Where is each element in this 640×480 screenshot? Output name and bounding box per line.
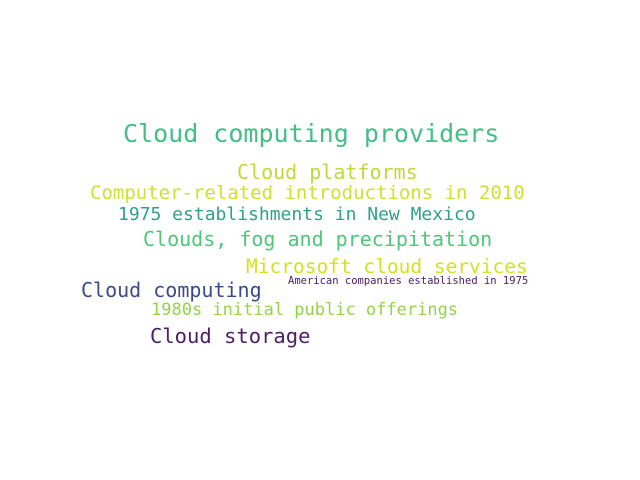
word-cloud-storage: Cloud storage: [150, 324, 311, 348]
word-american-companies-established-1975: American companies established in 1975: [288, 275, 529, 287]
word-computer-related-introductions-2010: Computer-related introductions in 2010: [90, 182, 525, 204]
word-cloud-computing: Cloud computing: [81, 278, 262, 302]
word-clouds-fog-precipitation: Clouds, fog and precipitation: [143, 227, 493, 251]
word-cloud-platforms: Cloud platforms: [237, 160, 418, 184]
word-cloud-computing-providers: Cloud computing providers: [123, 119, 500, 148]
word-1975-establishments-new-mexico: 1975 establishments in New Mexico: [118, 204, 476, 225]
word-1980s-initial-public-offerings: 1980s initial public offerings: [151, 300, 459, 320]
word-microsoft-cloud-services: Microsoft cloud services: [246, 255, 528, 278]
